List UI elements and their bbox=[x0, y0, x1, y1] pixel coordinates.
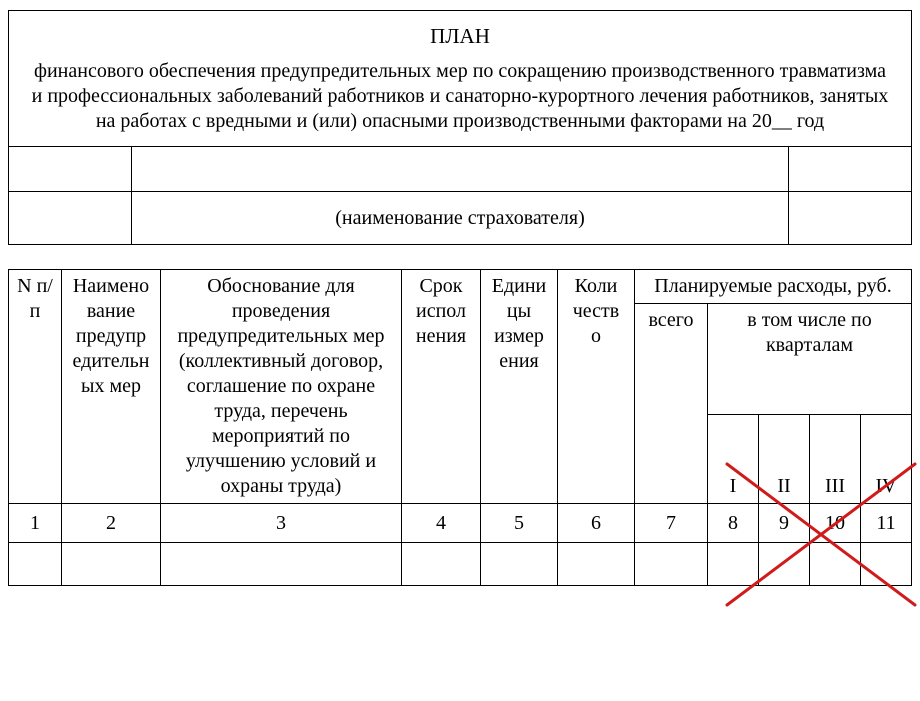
main-table: N п/п Наимено вание предупр едительн ых … bbox=[8, 269, 912, 586]
col-name: Наимено вание предупр едительн ых мер bbox=[62, 270, 161, 504]
data-cell bbox=[810, 543, 861, 586]
data-cell bbox=[558, 543, 635, 586]
num-6: 6 bbox=[558, 504, 635, 543]
num-1: 1 bbox=[9, 504, 62, 543]
col-npp: N п/п bbox=[9, 270, 62, 504]
blank-cell-mid bbox=[132, 147, 789, 192]
header-table: ПЛАН финансового обеспечения предупредит… bbox=[8, 10, 912, 245]
insurer-right-blank bbox=[789, 192, 912, 245]
num-8: 8 bbox=[708, 504, 759, 543]
num-7: 7 bbox=[635, 504, 708, 543]
col-q1: I bbox=[708, 415, 759, 504]
data-cell bbox=[759, 543, 810, 586]
num-4: 4 bbox=[402, 504, 481, 543]
col-q2: II bbox=[759, 415, 810, 504]
num-11: 11 bbox=[861, 504, 912, 543]
num-9: 9 bbox=[759, 504, 810, 543]
blank-cell-right bbox=[789, 147, 912, 192]
num-2: 2 bbox=[62, 504, 161, 543]
plan-title: ПЛАН bbox=[29, 23, 891, 49]
col-unit: Едини цы измер ения bbox=[481, 270, 558, 504]
col-planned-header: Планируемые расходы, руб. bbox=[635, 270, 912, 304]
insurer-left-blank bbox=[9, 192, 132, 245]
col-q4: IV bbox=[861, 415, 912, 504]
blank-cell-left bbox=[9, 147, 132, 192]
col-total: всего bbox=[635, 304, 708, 504]
col-qty: Коли честв о bbox=[558, 270, 635, 504]
data-cell bbox=[861, 543, 912, 586]
col-q3: III bbox=[810, 415, 861, 504]
column-number-row: 1 2 3 4 5 6 7 8 9 10 11 bbox=[9, 504, 912, 543]
col-by-quarters: в том числе по кварталам bbox=[708, 304, 912, 415]
data-cell bbox=[481, 543, 558, 586]
num-10: 10 bbox=[810, 504, 861, 543]
data-cell bbox=[9, 543, 62, 586]
data-cell bbox=[62, 543, 161, 586]
num-5: 5 bbox=[481, 504, 558, 543]
num-3: 3 bbox=[161, 504, 402, 543]
insurer-name-label: (наименование страхователя) bbox=[132, 192, 789, 245]
main-table-wrap: N п/п Наимено вание предупр едительн ых … bbox=[8, 269, 912, 586]
col-term: Срок испол нения bbox=[402, 270, 481, 504]
data-cell bbox=[402, 543, 481, 586]
blank-slot-row bbox=[9, 147, 912, 192]
plan-subtitle: финансового обеспечения предупредительны… bbox=[29, 59, 891, 134]
col-justification: Обоснование для проведения предупредител… bbox=[161, 270, 402, 504]
data-cell bbox=[635, 543, 708, 586]
data-cell bbox=[161, 543, 402, 586]
data-cell bbox=[708, 543, 759, 586]
title-cell: ПЛАН финансового обеспечения предупредит… bbox=[9, 11, 912, 147]
table-row bbox=[9, 543, 912, 586]
